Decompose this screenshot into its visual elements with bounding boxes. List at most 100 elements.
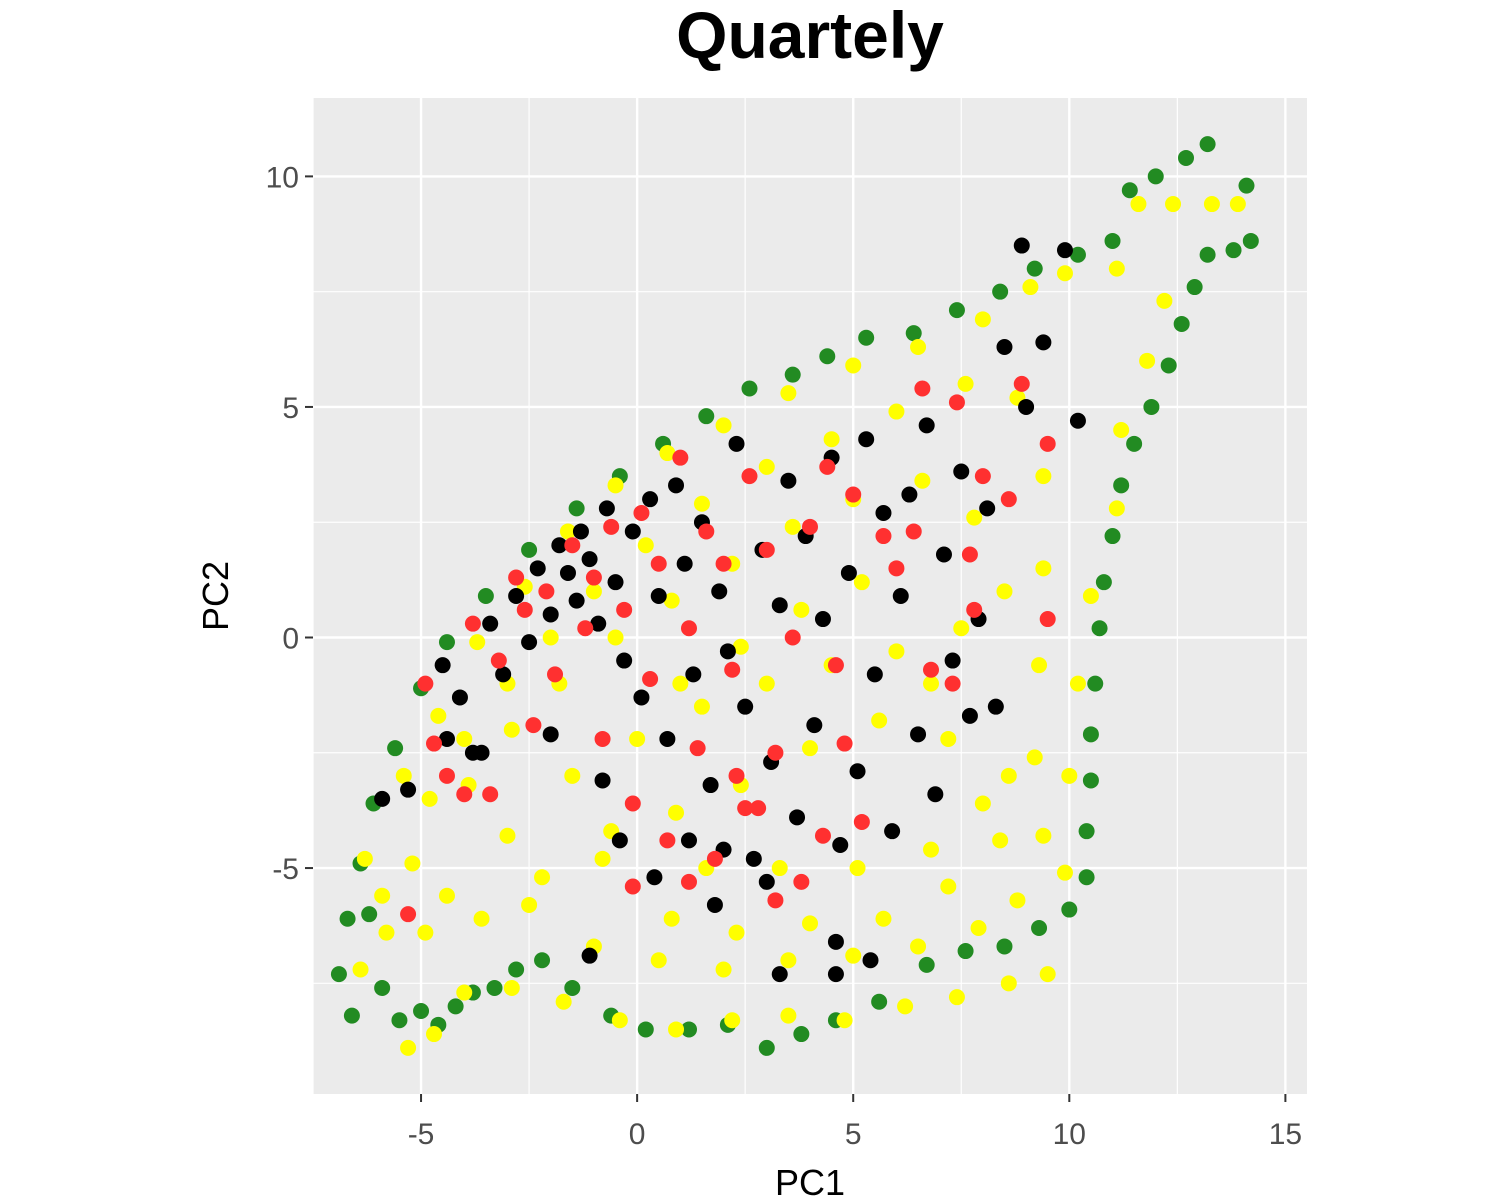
data-point xyxy=(923,675,940,692)
data-point xyxy=(1113,422,1130,438)
data-point xyxy=(568,500,585,517)
data-point xyxy=(940,878,957,895)
data-point xyxy=(1000,975,1017,992)
data-point xyxy=(1130,196,1147,213)
data-point xyxy=(875,528,892,545)
data-point xyxy=(624,523,641,540)
data-point xyxy=(672,675,689,692)
data-point xyxy=(1018,398,1035,415)
data-point xyxy=(849,763,866,780)
data-point xyxy=(508,588,525,604)
data-point xyxy=(910,726,927,743)
data-point xyxy=(339,910,356,927)
data-point xyxy=(633,689,650,706)
data-point xyxy=(356,850,373,867)
data-point xyxy=(693,698,710,715)
data-point xyxy=(516,601,533,618)
data-point xyxy=(996,583,1013,600)
data-point xyxy=(650,555,667,572)
data-point xyxy=(741,468,758,485)
data-point xyxy=(806,717,823,734)
data-point xyxy=(594,772,611,789)
y-tick-label: 10 xyxy=(266,161,299,194)
data-point xyxy=(542,606,559,623)
data-point xyxy=(905,325,922,342)
data-point xyxy=(784,366,801,383)
data-point xyxy=(417,675,434,692)
data-point xyxy=(438,887,455,904)
data-point xyxy=(858,329,875,346)
data-point xyxy=(534,869,551,886)
data-point xyxy=(434,657,451,674)
data-point xyxy=(1126,435,1143,452)
data-point xyxy=(1229,196,1246,213)
data-point xyxy=(659,445,676,462)
data-point xyxy=(607,477,624,494)
data-point xyxy=(637,1021,654,1038)
data-point xyxy=(551,537,568,554)
series-2 xyxy=(374,237,1086,983)
data-point xyxy=(542,726,559,743)
data-point xyxy=(499,827,516,844)
data-point xyxy=(780,1007,797,1024)
data-point xyxy=(910,938,927,955)
data-point xyxy=(607,629,624,646)
data-point xyxy=(400,906,417,923)
data-point xyxy=(737,800,754,817)
data-point xyxy=(1022,279,1039,296)
data-point xyxy=(668,1021,685,1038)
data-point xyxy=(771,966,788,983)
data-point xyxy=(719,643,736,660)
data-point xyxy=(400,1039,417,1056)
x-tick-label: 0 xyxy=(629,1118,646,1151)
x-axis-title: PC1 xyxy=(775,1162,845,1200)
data-point xyxy=(845,947,862,964)
data-point xyxy=(702,777,719,794)
data-point xyxy=(758,458,775,475)
data-point xyxy=(862,952,879,969)
data-point xyxy=(905,523,922,540)
data-point xyxy=(642,671,659,687)
data-point xyxy=(793,873,810,890)
data-point xyxy=(979,500,996,517)
data-point xyxy=(758,873,775,890)
data-point xyxy=(853,574,870,591)
data-point xyxy=(1056,242,1073,259)
data-point xyxy=(1078,823,1095,840)
data-point xyxy=(741,380,758,397)
data-point xyxy=(464,615,481,632)
data-point xyxy=(685,666,702,683)
data-point xyxy=(732,638,749,655)
data-point xyxy=(650,952,667,969)
data-point xyxy=(974,468,991,485)
data-point xyxy=(616,652,633,669)
data-point xyxy=(849,860,866,877)
data-point xyxy=(611,1012,628,1029)
data-point xyxy=(1091,620,1108,637)
data-point xyxy=(802,518,818,535)
data-point xyxy=(745,850,762,867)
data-point xyxy=(542,629,559,646)
data-point xyxy=(559,564,576,581)
data-point xyxy=(538,583,555,600)
data-point xyxy=(992,283,1009,300)
x-tick-label: -5 xyxy=(408,1118,435,1151)
data-point xyxy=(724,1012,741,1029)
data-point xyxy=(758,541,775,558)
data-point xyxy=(374,790,391,807)
data-point xyxy=(607,574,624,591)
data-point xyxy=(957,943,974,960)
data-point xyxy=(668,477,685,494)
data-point xyxy=(1147,168,1164,185)
data-point xyxy=(629,730,646,747)
data-point xyxy=(469,634,486,651)
data-point xyxy=(1009,892,1026,909)
data-point xyxy=(970,920,987,936)
data-point xyxy=(918,956,935,973)
data-point xyxy=(1104,528,1121,545)
x-tick-label: 5 xyxy=(845,1118,862,1151)
data-point xyxy=(1225,242,1242,259)
data-point xyxy=(400,781,417,798)
data-point xyxy=(737,698,754,715)
